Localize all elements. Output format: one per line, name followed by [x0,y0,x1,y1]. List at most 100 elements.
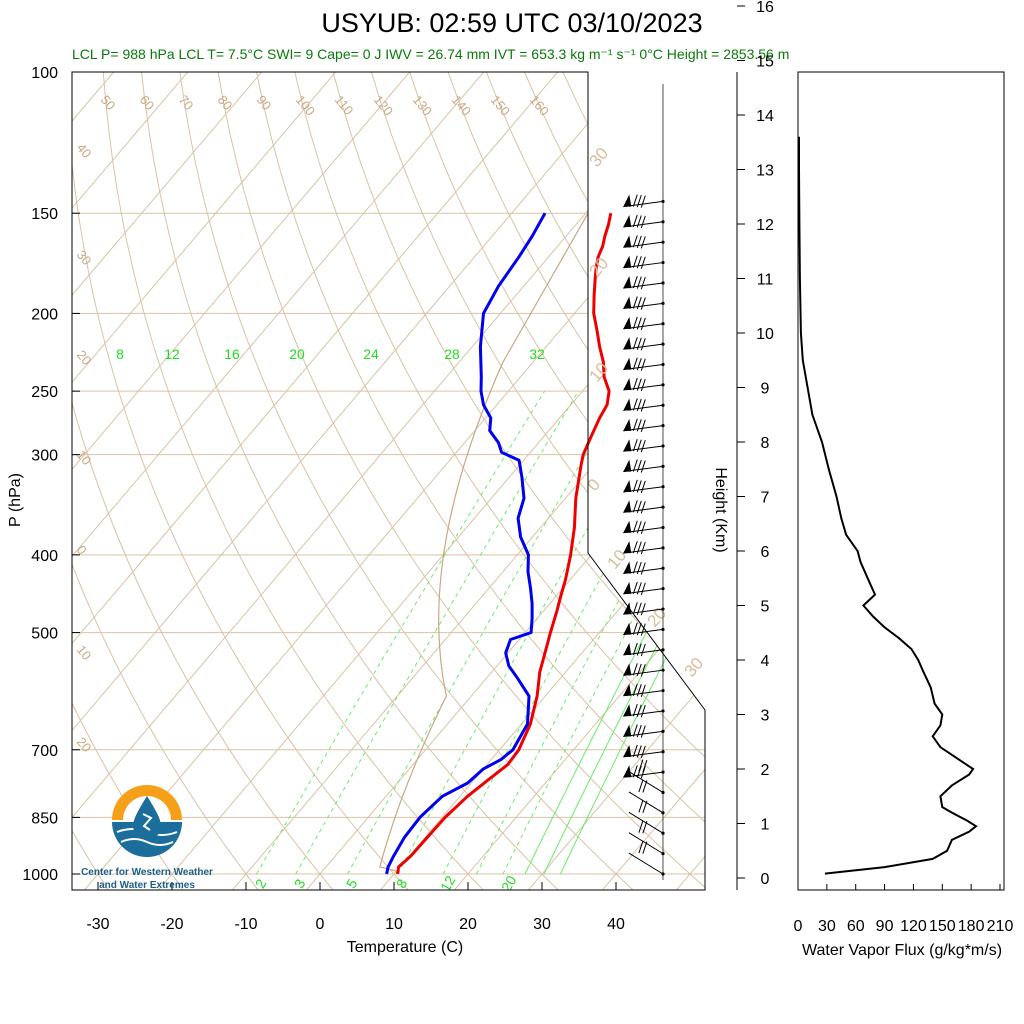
height-tick-label: 3 [761,708,770,725]
wind-barb [628,840,665,876]
dry-adiabat-line [72,701,184,890]
isotherm-label: 60 [137,92,158,113]
wind-barb [623,316,665,331]
isotherm-line [72,72,633,732]
isotherm-label: 130 [410,92,435,118]
isotherm-line [527,681,705,890]
flux-tick-label: 30 [818,918,836,935]
wind-barb [623,561,665,575]
dry-adiabat-line [217,72,705,889]
dry-adiabat-line [294,72,705,758]
height-tick-label: 15 [756,54,774,71]
isotherm-line [453,594,705,890]
mixing-ratio-label: 16 [224,346,240,362]
flux-tick-label: 90 [876,918,894,935]
parcel-trace [379,72,670,875]
isotherm-line [72,72,189,209]
dry-adiabat-line [72,829,109,890]
wind-barb [623,459,665,473]
water-vapor-data [798,136,978,875]
wind-barb [623,479,665,494]
chart-title: USYUB: 02:59 UTC 03/10/2023 [321,8,703,38]
isotherm-label-left: 30 [74,247,95,268]
x-tick-label: 10 [385,916,403,933]
isotherm-label-left: 20 [74,734,95,755]
x-tick-label: 20 [459,916,477,933]
y-tick-label: 100 [31,65,58,82]
mixing-ratio-line [347,390,624,875]
height-tick-label: 14 [756,108,774,125]
y-tick-label: 1000 [22,867,58,884]
mixing-ratio-label: 12 [164,346,180,362]
wind-barb [623,255,665,269]
isotherm-line [157,246,705,890]
isotherm-label: 150 [488,92,513,118]
y-tick-label: 850 [31,810,58,827]
isotherm-line [72,72,263,296]
y-tick-label: 250 [31,384,58,401]
isotherm-label: 90 [254,92,275,113]
height-tick-label: 8 [761,435,770,452]
dry-adiabat-line [141,72,559,890]
isotherm-label: 110 [332,92,357,118]
height-tick-label: 11 [757,272,774,289]
wind-barb [623,540,665,555]
dry-adiabat-line [409,72,705,568]
wind-barb [623,724,665,738]
skew-t-border [71,71,706,891]
mixing-ratio-label-bottom: 12 [437,873,459,895]
dry-adiabat-line [370,72,705,631]
flux-tick-label: 150 [929,918,956,935]
wind-barb [623,500,665,514]
wind-barb [623,439,665,453]
wind-barb [623,296,665,310]
isotherm-line [72,72,559,645]
wind-barb [623,744,665,759]
wind-barb [623,683,665,697]
dry-adiabat-line [256,72,705,823]
mixing-ratio-label-bottom: 2 [252,876,270,891]
mixing-ratio-line [543,551,705,875]
skew-t-data [385,212,613,875]
dry-adiabat-line [72,562,259,890]
flux-tick-label: 120 [900,918,927,935]
dry-adiabat-line [179,72,634,890]
y-axis-title: P (hPa) [7,473,24,527]
y-tick-label: 500 [31,626,58,643]
mixing-ratio-label-bottom: 20 [498,873,520,895]
y-tick-label: 400 [31,548,58,565]
mixing-ratio-line [397,390,667,875]
wind-barb-column [623,84,665,880]
wind-barb [623,194,665,208]
height-tick-label: 7 [761,490,770,507]
mixing-ratio-label-bottom: 3 [291,876,309,891]
isotherm-label: 140 [449,92,474,118]
wind-barb [623,642,665,657]
mixing-ratio-label-bottom: 5 [343,876,361,891]
height-axis-title: Height (Km) [712,467,729,552]
wind-barb [623,418,665,432]
height-tick-label: 5 [761,599,770,616]
height-tick-label: 13 [756,163,774,180]
isotherm-label: 70 [176,92,197,113]
isotherm-line [72,72,411,471]
flux-tick-label: 60 [847,918,865,935]
flux-tick-label: 0 [794,918,803,935]
x-tick-label: -30 [86,916,109,933]
wind-barb [623,520,665,534]
wind-barb [623,275,665,290]
flux-tick-label: 210 [987,918,1014,935]
wind-barb [623,398,665,412]
wind-barb [623,377,665,392]
height-tick-label: 9 [761,381,770,398]
flux-axis-title: Water Vapor Flux (g/kg*m/s) [802,942,1002,959]
height-tick-label: 1 [761,817,770,834]
mixing-ratio-label: 28 [444,346,460,362]
dry-adiabat-line [485,72,705,442]
isotherm-line [379,507,705,890]
water-vapor-flux-line [798,136,978,875]
isotherm-label: 50 [98,92,119,113]
isotherm-label-left: 10 [74,642,95,663]
